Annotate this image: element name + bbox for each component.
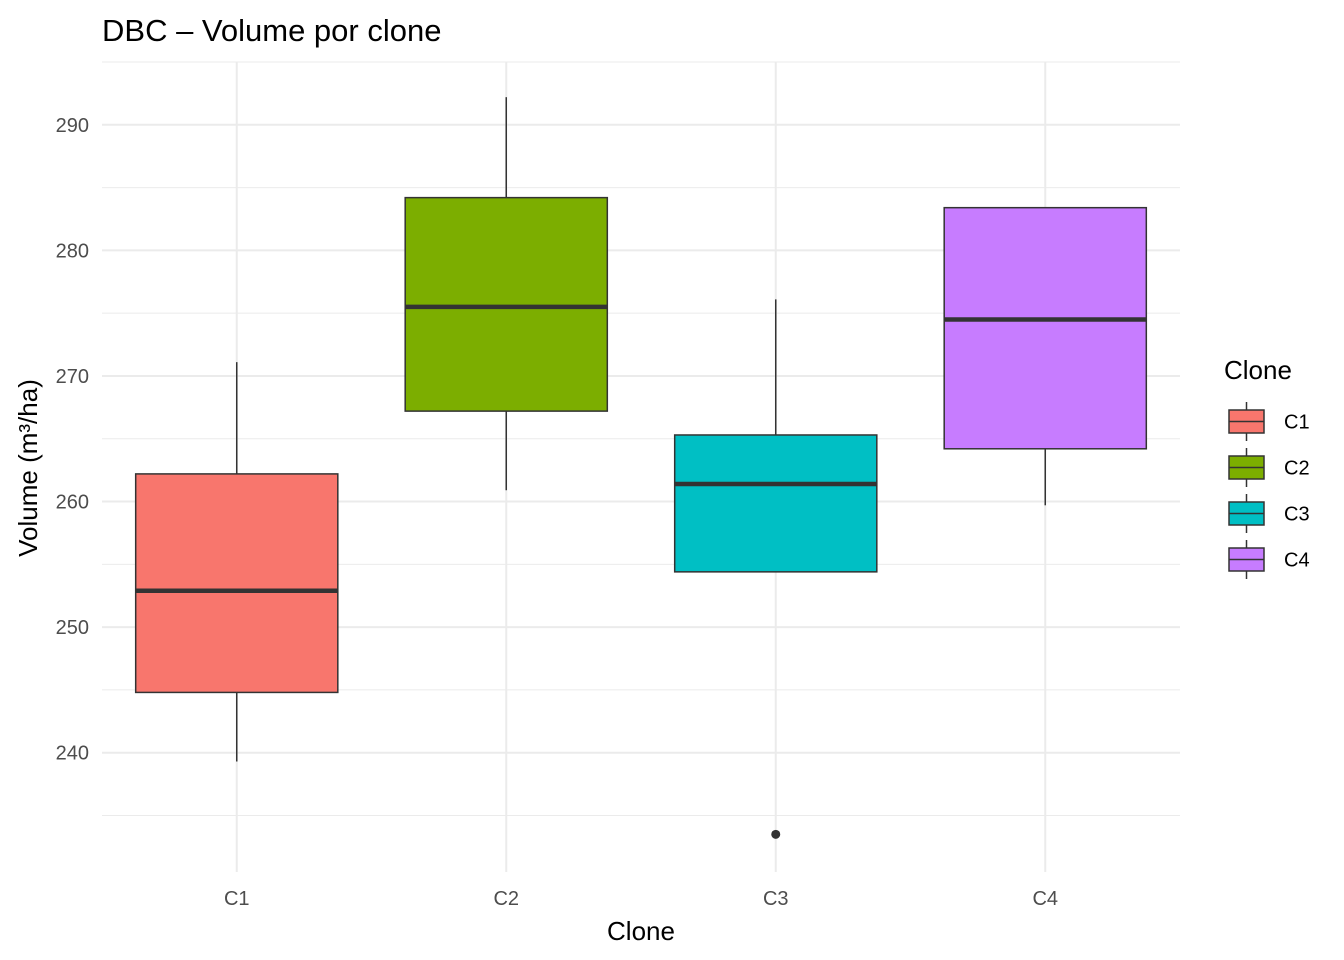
- grid-layer: [102, 61, 1180, 872]
- x-tick-label: C2: [493, 888, 519, 910]
- box-c1: [134, 362, 339, 762]
- x-tick-label: C4: [1032, 888, 1058, 910]
- box-c3: [673, 299, 878, 839]
- box-body: [943, 206, 1148, 450]
- box-body: [673, 434, 878, 573]
- legend-title: Clone: [1224, 355, 1292, 385]
- legend-item-c4: C4: [1228, 540, 1310, 579]
- box-body: [404, 196, 609, 412]
- outlier-point: [771, 829, 781, 839]
- chart-title: DBC – Volume por clone: [102, 13, 441, 48]
- legend-item-c2: C2: [1228, 448, 1310, 487]
- legend-label: C1: [1284, 412, 1310, 434]
- legend-label: C4: [1284, 550, 1310, 572]
- y-tick-label: 280: [56, 240, 89, 262]
- x-tick-label: C3: [763, 888, 789, 910]
- x-tick-label: C1: [224, 888, 250, 910]
- legend-label: C3: [1284, 504, 1310, 526]
- y-tick-label: 290: [56, 115, 89, 137]
- y-tick-label: 260: [56, 492, 89, 514]
- box-c4: [943, 206, 1148, 506]
- legend-item-c1: C1: [1228, 402, 1310, 441]
- legend-item-c3: C3: [1228, 494, 1310, 533]
- box-c2: [404, 97, 609, 491]
- legend: Clone C1 C2 C3 C4: [1224, 355, 1310, 579]
- legend-label: C2: [1284, 458, 1310, 480]
- box-body: [134, 473, 339, 694]
- axis-layer: 240 250 260 270 280 290 C1 C2 C3 C4: [56, 115, 1058, 910]
- x-axis-title: Clone: [607, 916, 675, 946]
- y-tick-label: 240: [56, 743, 89, 765]
- box-layer: [134, 97, 1148, 839]
- y-tick-label: 270: [56, 366, 89, 388]
- y-axis-title: Volume (m³/ha): [13, 379, 43, 557]
- y-tick-label: 250: [56, 617, 89, 639]
